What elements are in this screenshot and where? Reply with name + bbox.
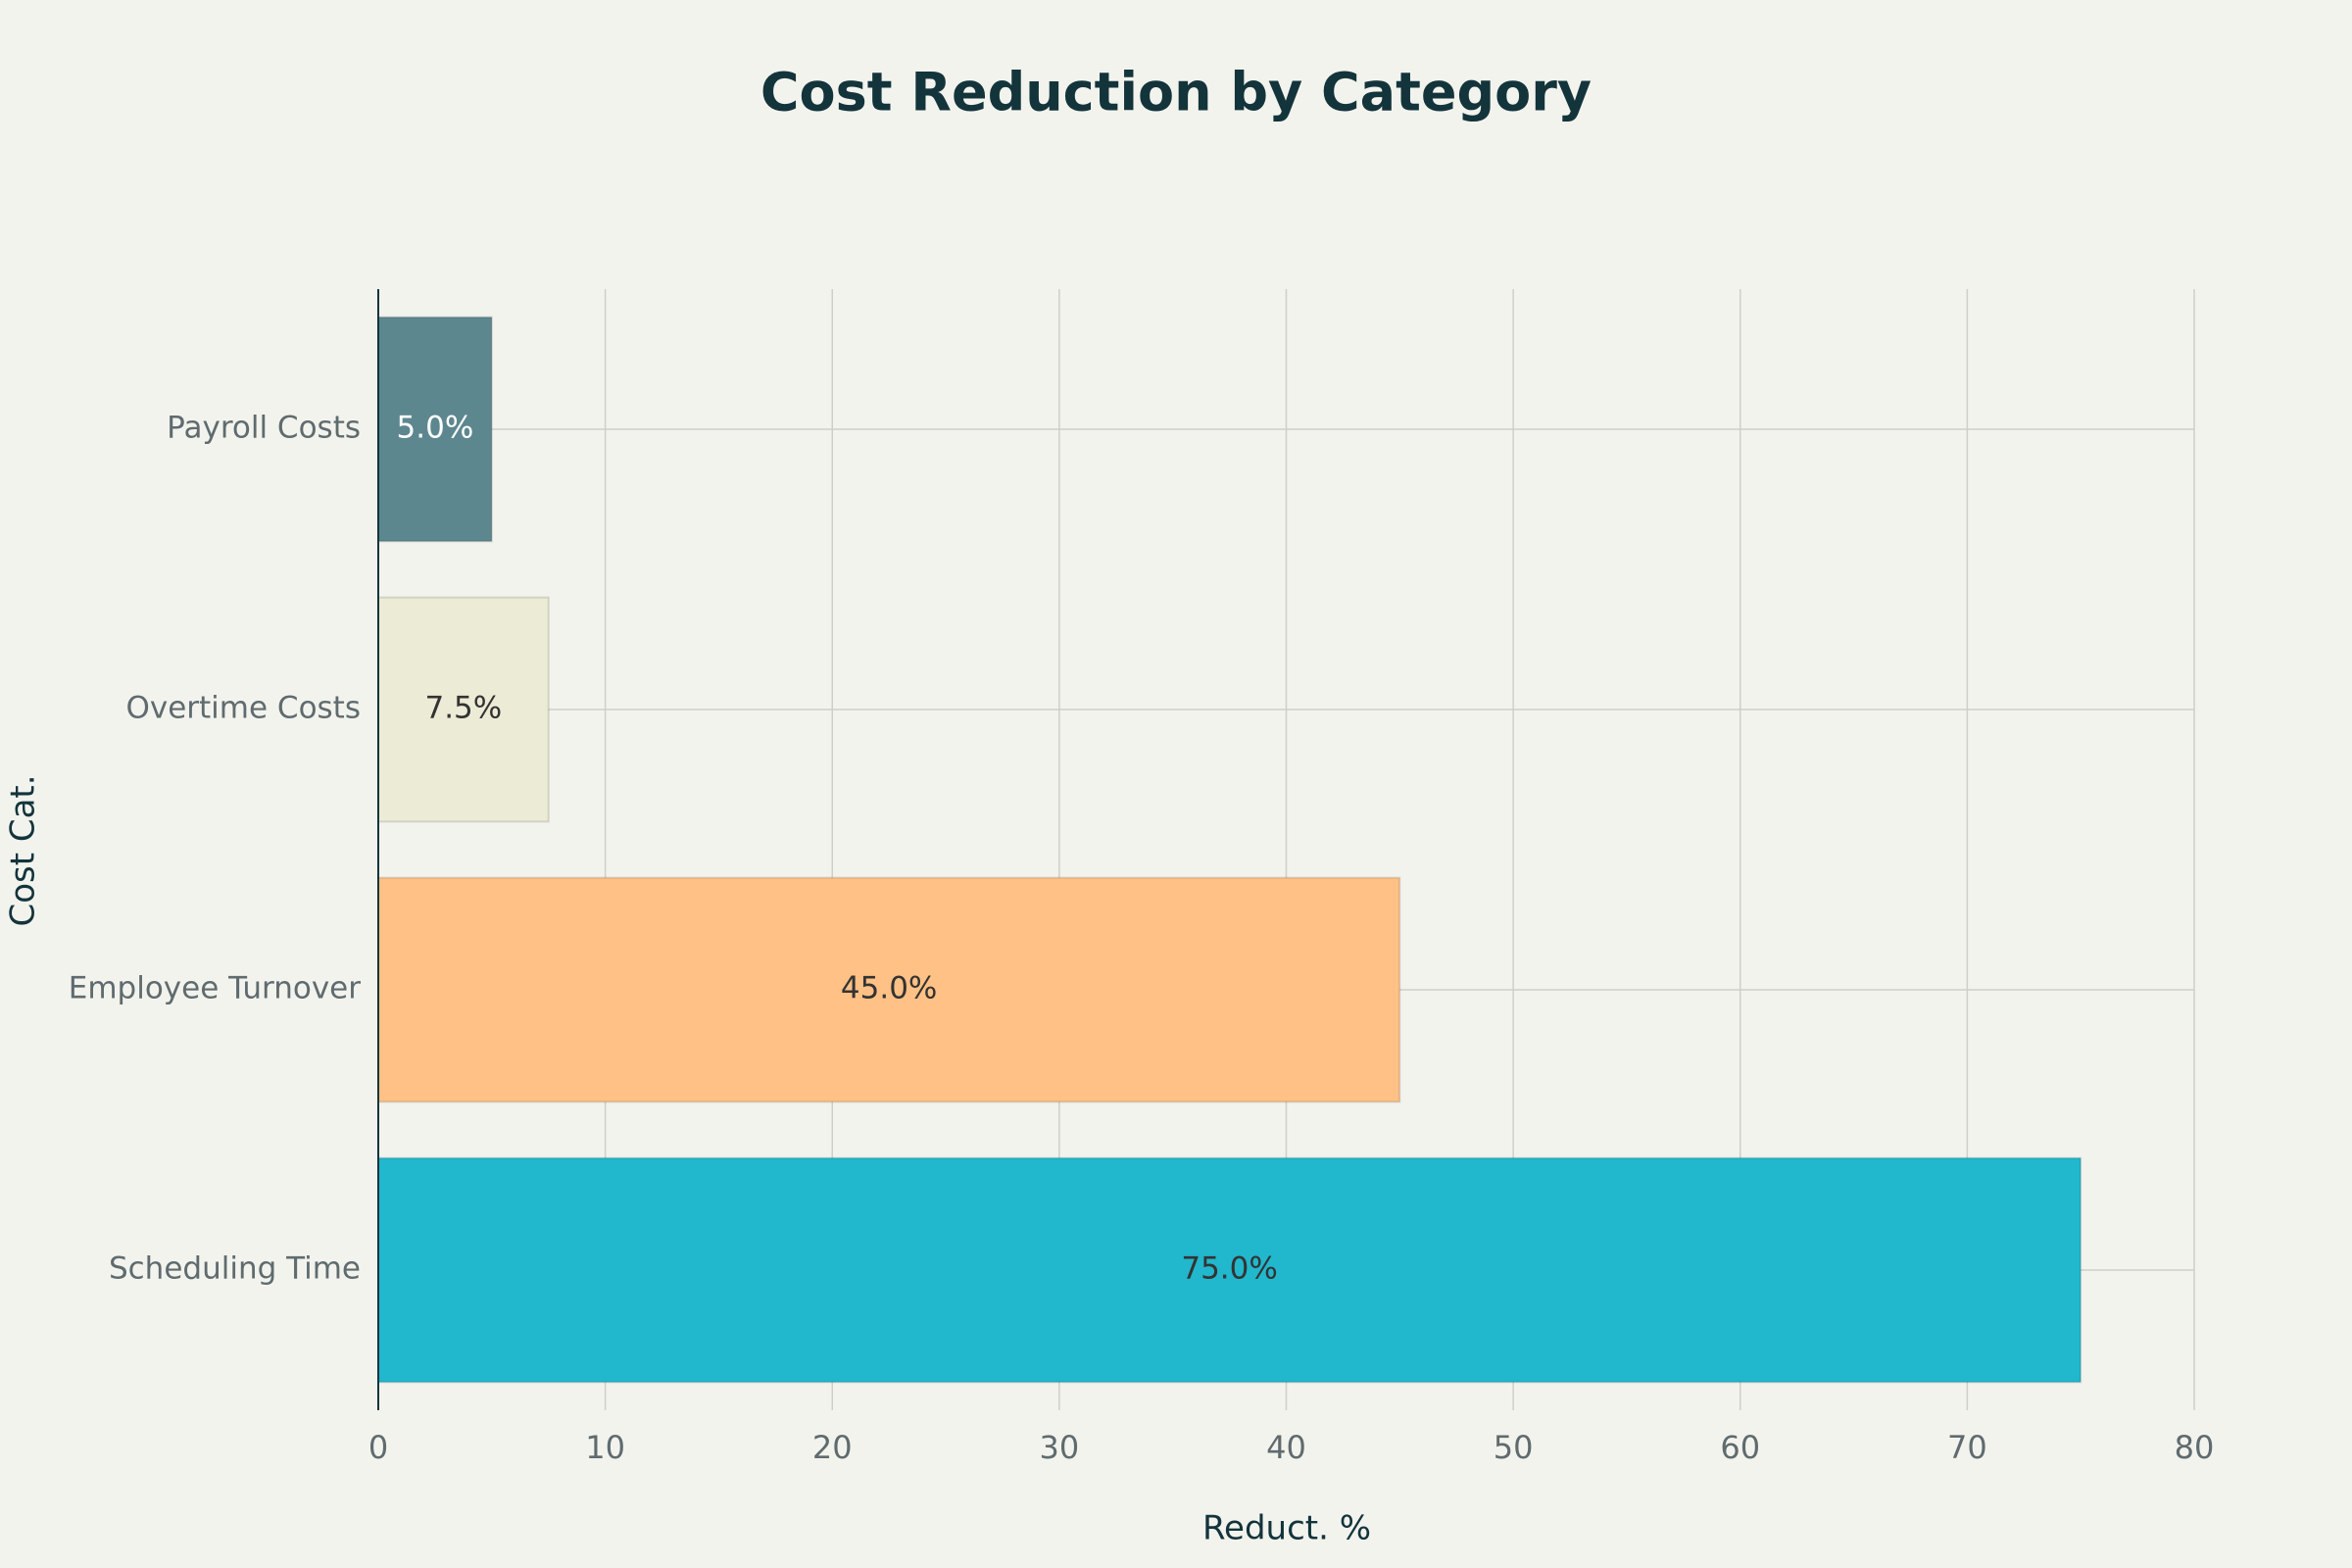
bar — [377, 596, 550, 823]
value-label: 75.0% — [1181, 1251, 1277, 1287]
x-tick-label: 0 — [368, 1429, 388, 1466]
y-tick-label: Overtime Costs — [125, 691, 361, 726]
bar — [377, 1156, 2082, 1384]
y-axis-title: Cost Cat. — [4, 774, 43, 926]
x-tick-label: 80 — [2175, 1429, 2215, 1466]
bar — [377, 316, 493, 543]
x-tick-label: 20 — [812, 1429, 853, 1466]
y-tick-label: Payroll Costs — [167, 411, 361, 446]
chart-title: Cost Reduction by Category — [760, 62, 1592, 123]
x-tick-label: 10 — [585, 1429, 625, 1466]
bar — [377, 876, 1401, 1103]
x-tick-label: 40 — [1266, 1429, 1306, 1466]
value-label: 5.0% — [397, 411, 474, 446]
x-axis-title: Reduct. % — [1202, 1509, 1371, 1548]
x-tick-label: 70 — [1947, 1429, 1987, 1466]
x-tick-label: 30 — [1040, 1429, 1080, 1466]
y-tick-label: Employee Turnover — [69, 971, 361, 1006]
y-tick-label: Scheduling Time — [109, 1251, 361, 1287]
x-tick-label: 60 — [1720, 1429, 1760, 1466]
x-tick-label: 50 — [1494, 1429, 1534, 1466]
value-label: 7.5% — [424, 691, 502, 726]
value-label: 45.0% — [841, 971, 937, 1006]
